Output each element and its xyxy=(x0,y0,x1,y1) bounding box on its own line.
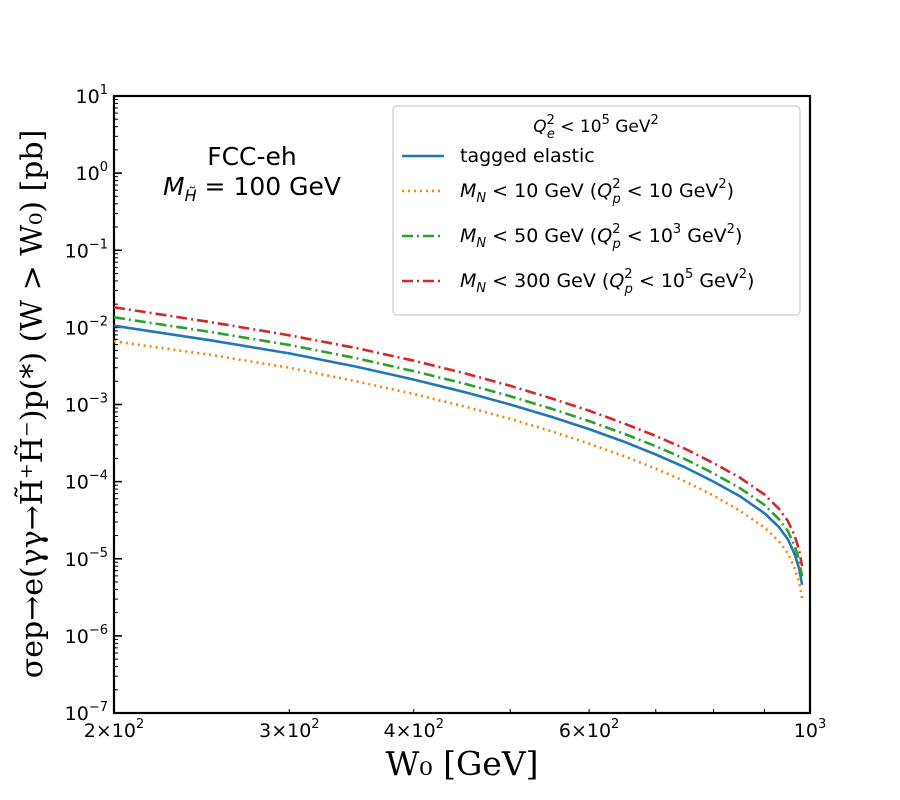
annotation-m: M xyxy=(163,172,185,201)
legend: Q2 e < 105 GeV2 tagged elastic MN < 10 GeV… xyxy=(392,105,801,316)
y-tick-label: 10−7 xyxy=(65,700,108,725)
y-tick-label: 100 xyxy=(76,160,108,185)
x-tick-label: 103 xyxy=(794,717,826,742)
annotation-rest: = 100 GeV xyxy=(197,172,341,201)
legend-box xyxy=(392,105,801,316)
series-line-0 xyxy=(113,324,804,586)
x-tick-label: 2×102 xyxy=(84,717,144,742)
y-axis-label: σep→e(γγ→H̃⁺H̃⁻)p(*) (W > W₀) [pb] xyxy=(15,130,50,679)
y-tick-label: 10−6 xyxy=(65,623,108,648)
annotation-line2: MH̃ = 100 GeV xyxy=(163,172,341,205)
tick-group: 101 100 10−1 10−2 10−3 10−4 10−5 10−6 10−72×102 3… xyxy=(65,83,827,742)
y-tick-label: 10−5 xyxy=(65,546,108,571)
legend-entries: tagged elastic MN < 10 GeV (Q2 p < 10 GeV2… xyxy=(402,145,754,297)
x-tick-label: 4×102 xyxy=(384,717,444,742)
annotation-sub: H̃ xyxy=(185,186,197,205)
y-tick-label: 10−4 xyxy=(65,469,108,494)
x-tick-label: 3×102 xyxy=(259,717,319,742)
x-tick-label: 6×102 xyxy=(559,717,619,742)
x-axis-label: W₀ [GeV] xyxy=(385,744,538,783)
series-line-1 xyxy=(113,340,804,599)
legend-label-1: MN < 10 GeV (Q2 p < 10 GeV2) xyxy=(460,177,734,207)
legend-label-3: MN < 300 GeV (Q2 p < 105 GeV2) xyxy=(460,267,754,297)
legend-label-2: MN < 50 GeV (Q2 p < 103 GeV2) xyxy=(460,222,742,252)
y-tick-label: 10−3 xyxy=(65,392,108,417)
series-line-3 xyxy=(113,306,804,567)
legend-title: Q2 e < 105 GeV2 xyxy=(533,113,659,142)
y-tick-label: 101 xyxy=(76,83,108,108)
y-tick-label: 10−1 xyxy=(65,237,108,262)
series-line-2 xyxy=(113,316,804,577)
annotation-line1: FCC-eh xyxy=(207,142,297,171)
legend-label-0: tagged elastic xyxy=(460,145,595,167)
y-tick-label: 10−2 xyxy=(65,314,108,339)
series-group xyxy=(113,306,804,599)
